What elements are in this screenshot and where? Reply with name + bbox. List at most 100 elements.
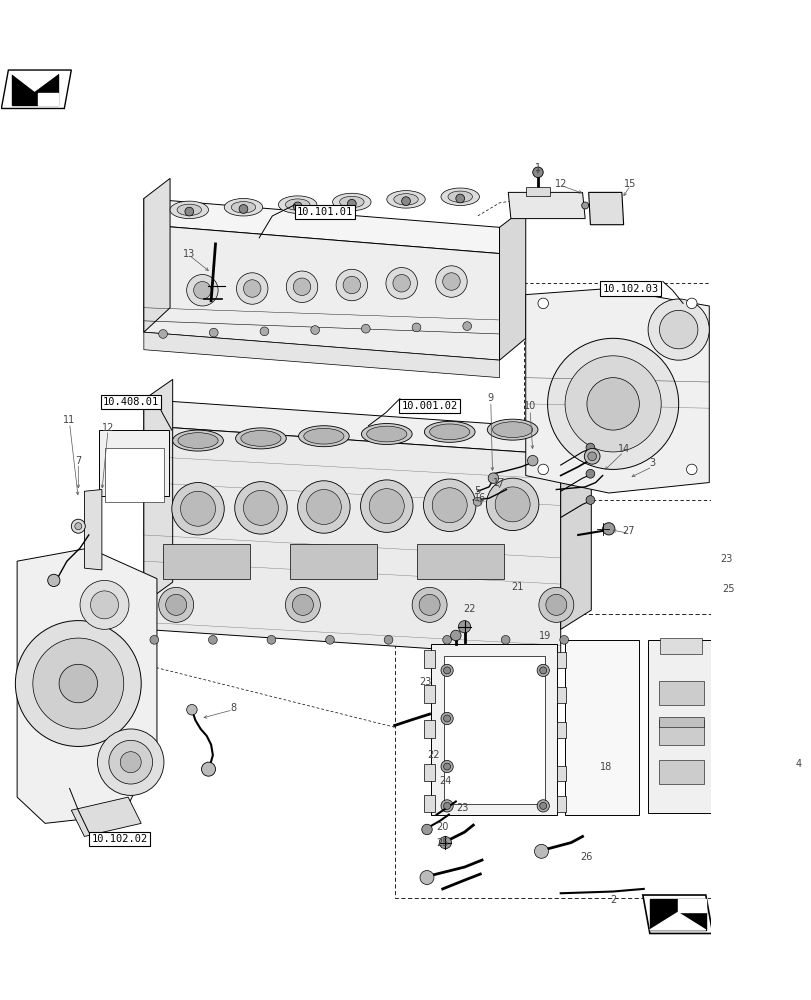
Circle shape xyxy=(418,594,440,615)
Circle shape xyxy=(208,635,217,644)
Ellipse shape xyxy=(177,204,201,216)
Text: 12: 12 xyxy=(101,423,114,433)
Circle shape xyxy=(292,594,313,615)
Circle shape xyxy=(193,282,211,299)
Circle shape xyxy=(234,482,287,534)
Circle shape xyxy=(59,664,97,703)
Circle shape xyxy=(450,630,461,641)
Circle shape xyxy=(286,271,317,302)
Polygon shape xyxy=(12,74,58,91)
Text: 13: 13 xyxy=(183,249,195,259)
Polygon shape xyxy=(144,332,499,378)
Circle shape xyxy=(721,653,735,667)
Text: 11: 11 xyxy=(63,415,75,425)
Circle shape xyxy=(443,667,450,674)
Circle shape xyxy=(440,800,453,812)
Bar xyxy=(424,795,435,812)
Circle shape xyxy=(393,275,410,292)
Circle shape xyxy=(90,591,118,619)
Circle shape xyxy=(293,202,302,211)
Polygon shape xyxy=(443,656,544,804)
Bar xyxy=(658,681,703,705)
Text: 7: 7 xyxy=(75,456,81,466)
Circle shape xyxy=(293,278,311,296)
Circle shape xyxy=(647,299,708,360)
Ellipse shape xyxy=(448,191,472,202)
Circle shape xyxy=(442,635,451,644)
Circle shape xyxy=(715,624,729,638)
Bar xyxy=(416,544,504,579)
Circle shape xyxy=(539,587,573,622)
Bar xyxy=(424,764,435,781)
Circle shape xyxy=(532,167,543,178)
Polygon shape xyxy=(560,408,590,629)
Circle shape xyxy=(602,523,614,535)
Circle shape xyxy=(547,338,678,469)
Circle shape xyxy=(586,469,594,478)
Circle shape xyxy=(431,488,466,523)
Text: 10.102.02: 10.102.02 xyxy=(91,834,148,844)
Circle shape xyxy=(260,327,268,336)
Circle shape xyxy=(298,481,350,533)
Polygon shape xyxy=(144,198,499,254)
Circle shape xyxy=(238,205,247,213)
Circle shape xyxy=(336,269,367,301)
Text: 17: 17 xyxy=(493,478,505,488)
Circle shape xyxy=(185,207,193,216)
Circle shape xyxy=(120,752,141,773)
Polygon shape xyxy=(721,729,757,769)
Circle shape xyxy=(500,635,509,644)
Text: 21: 21 xyxy=(510,582,522,592)
Circle shape xyxy=(384,635,393,644)
Text: 22: 22 xyxy=(427,750,440,760)
Circle shape xyxy=(15,621,141,746)
Circle shape xyxy=(343,276,360,294)
Circle shape xyxy=(442,273,460,290)
Text: 4: 4 xyxy=(794,759,800,769)
Circle shape xyxy=(385,268,417,299)
Polygon shape xyxy=(525,187,550,196)
Text: 8: 8 xyxy=(230,703,236,713)
Circle shape xyxy=(545,594,566,615)
Circle shape xyxy=(539,802,546,809)
Text: 10: 10 xyxy=(523,401,535,411)
Circle shape xyxy=(473,497,482,506)
Ellipse shape xyxy=(241,431,281,446)
Circle shape xyxy=(586,496,594,504)
Circle shape xyxy=(421,824,431,835)
Circle shape xyxy=(150,635,158,644)
Circle shape xyxy=(187,275,218,306)
Text: 20: 20 xyxy=(436,822,448,832)
Bar xyxy=(105,448,164,502)
Text: 24: 24 xyxy=(439,776,451,786)
Circle shape xyxy=(538,464,547,475)
Ellipse shape xyxy=(487,419,538,440)
Ellipse shape xyxy=(429,424,470,440)
Circle shape xyxy=(495,487,530,522)
Circle shape xyxy=(369,489,404,524)
Text: 22: 22 xyxy=(463,604,475,614)
Text: 26: 26 xyxy=(580,852,592,862)
Circle shape xyxy=(236,273,268,304)
Text: 16: 16 xyxy=(474,493,486,503)
Circle shape xyxy=(586,443,594,452)
Text: 10.102.03: 10.102.03 xyxy=(602,284,658,294)
Circle shape xyxy=(423,479,475,531)
Circle shape xyxy=(97,729,164,795)
Polygon shape xyxy=(144,379,173,603)
Ellipse shape xyxy=(224,198,263,216)
Circle shape xyxy=(180,491,215,526)
Circle shape xyxy=(71,519,85,533)
Polygon shape xyxy=(642,895,712,933)
Circle shape xyxy=(686,464,696,475)
Bar xyxy=(556,687,565,703)
Bar xyxy=(659,638,702,654)
Text: 3: 3 xyxy=(649,458,654,468)
Circle shape xyxy=(75,523,82,530)
Polygon shape xyxy=(677,899,705,912)
Ellipse shape xyxy=(278,196,316,213)
Bar xyxy=(556,766,565,781)
Bar xyxy=(556,652,565,668)
Circle shape xyxy=(538,298,547,309)
Circle shape xyxy=(527,455,538,466)
